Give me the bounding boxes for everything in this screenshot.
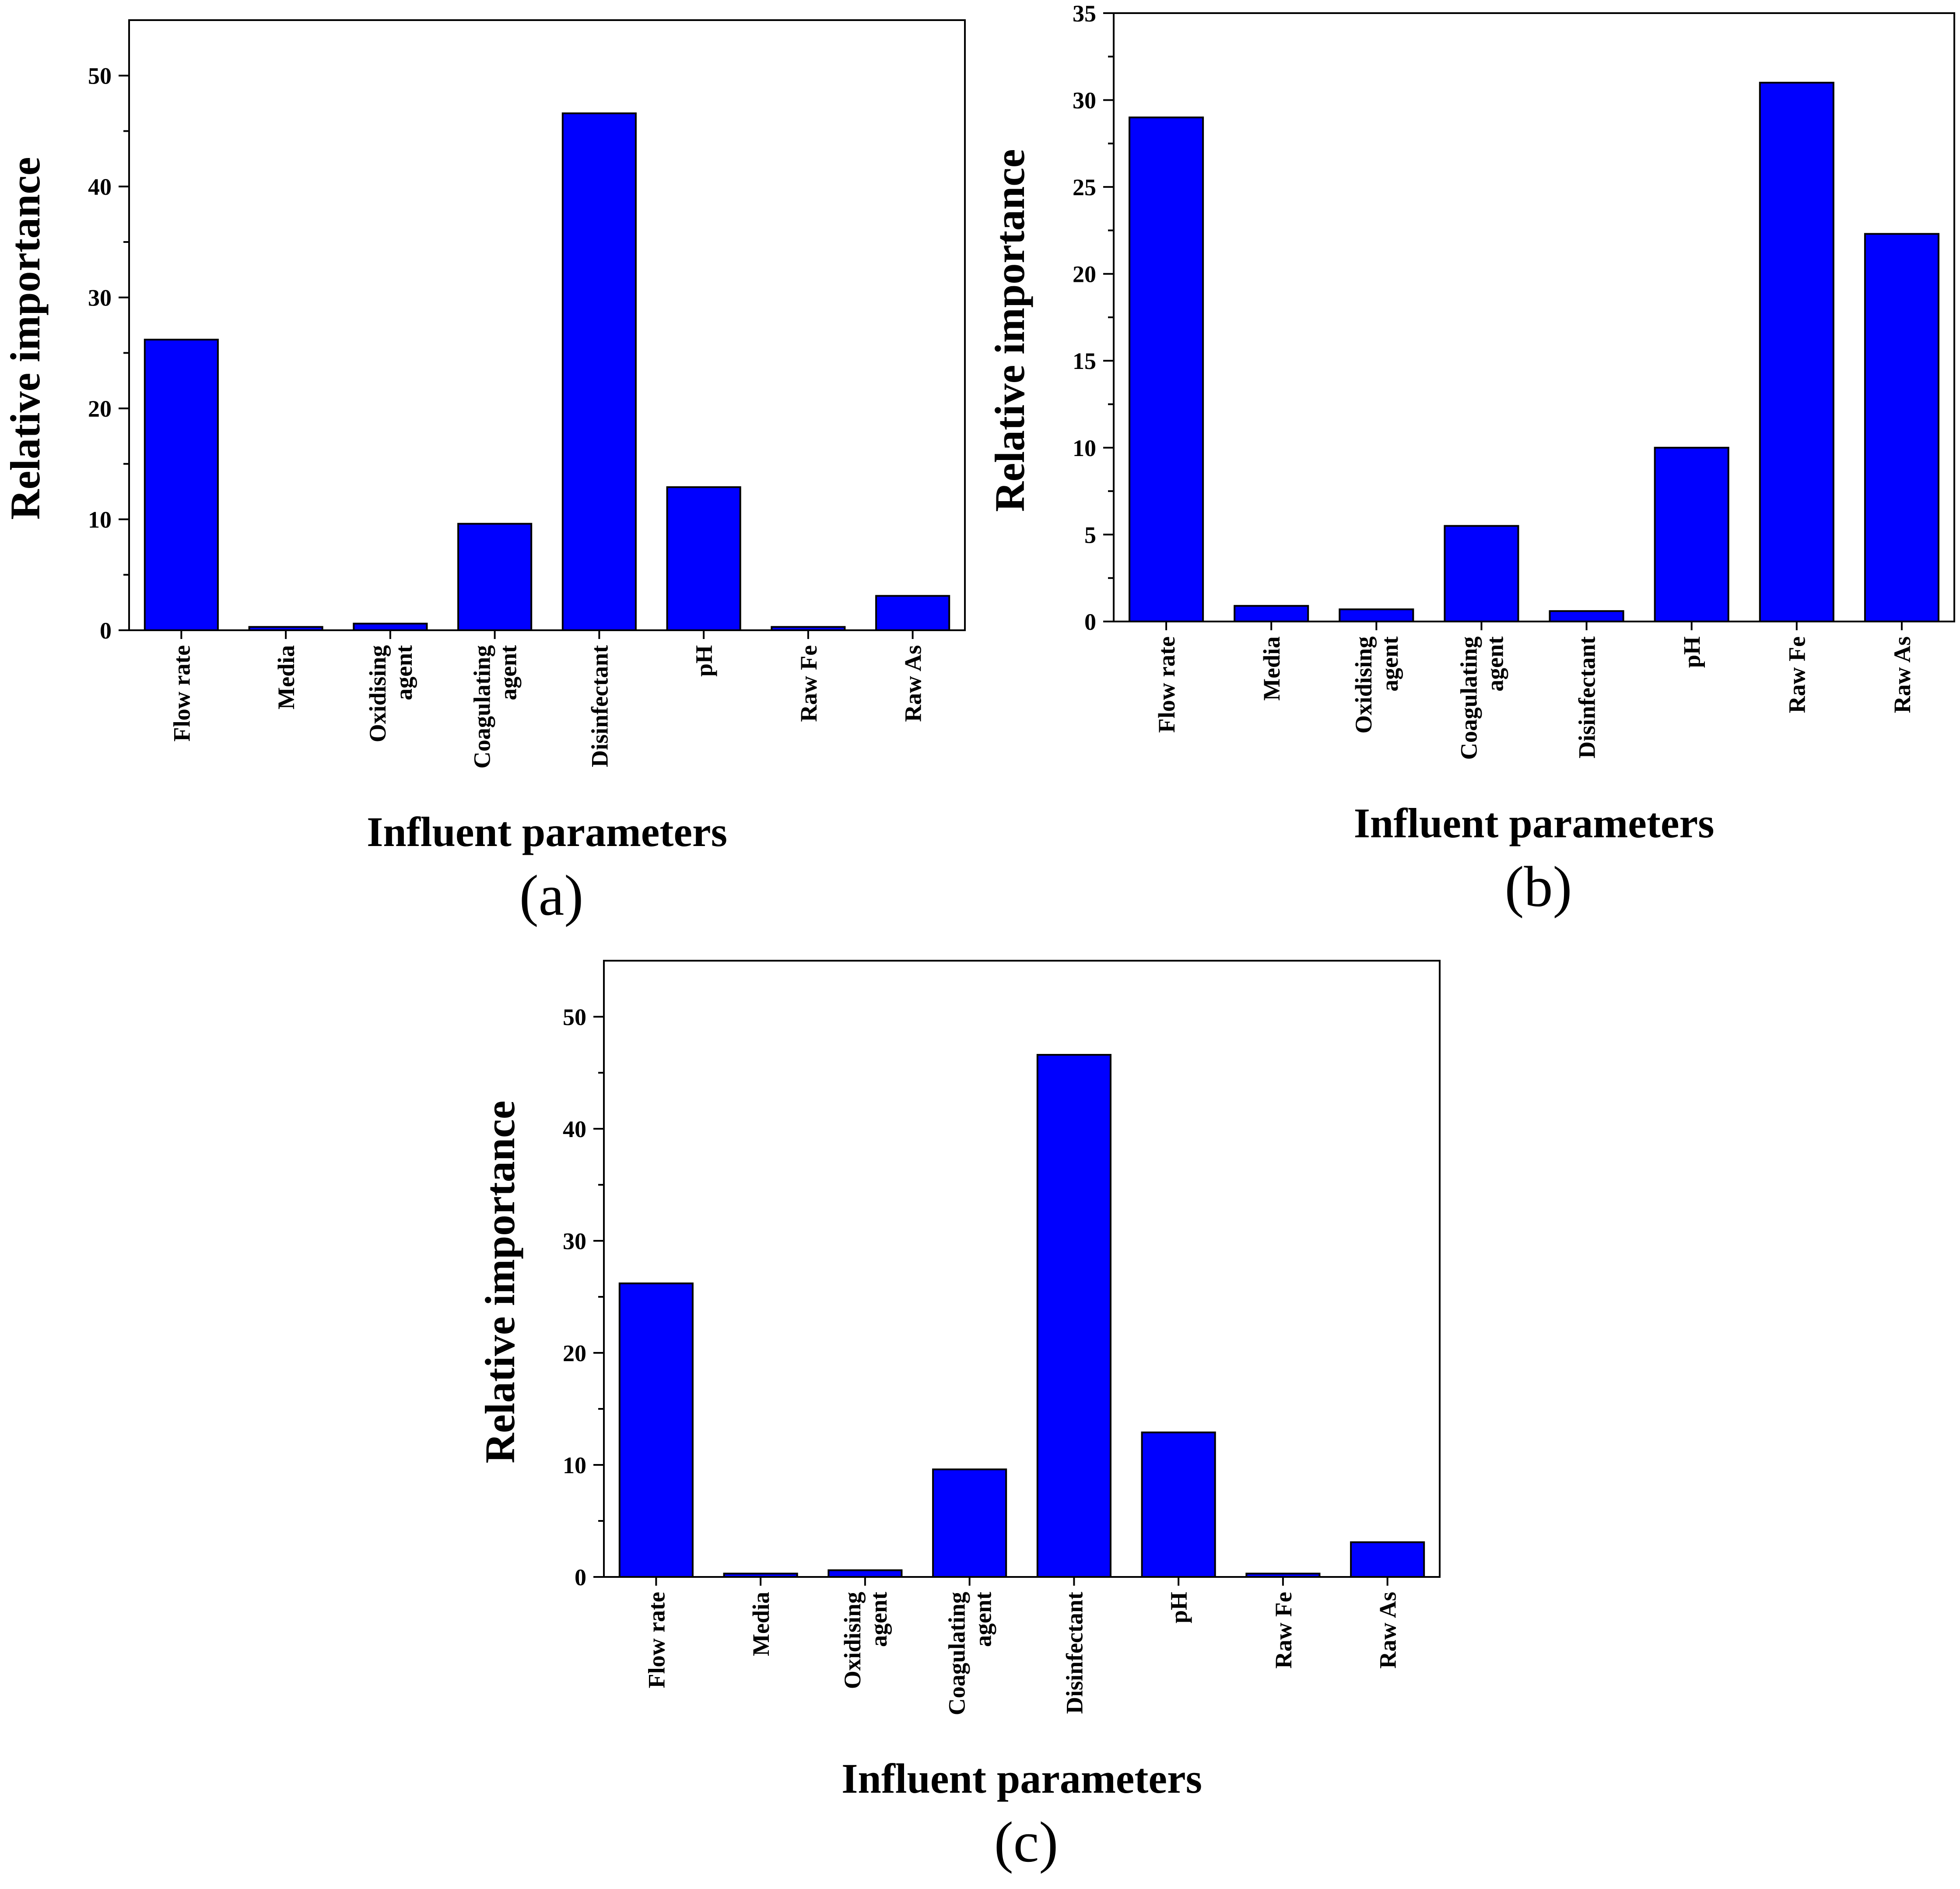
bar-ph <box>1141 1431 1216 1578</box>
y-tick-label: 10 <box>563 1452 586 1478</box>
x-tick-label: Coagulating <box>944 1592 970 1715</box>
y-tick-label: 20 <box>563 1340 586 1366</box>
bar-coagulating-agent <box>1444 525 1519 622</box>
panel-label: (b) <box>1505 854 1572 919</box>
bar-raw-as <box>1350 1541 1425 1578</box>
bar-disinfectant <box>1549 610 1624 622</box>
x-tick-label: agent <box>495 645 522 700</box>
x-tick-label: agent <box>1377 636 1403 692</box>
x-tick-label: agent <box>1482 636 1508 692</box>
bar-raw-fe <box>771 626 846 631</box>
x-tick-label: Oxidising <box>365 645 391 742</box>
x-tick-label: Disinfectant <box>586 645 613 767</box>
x-tick-label: pH <box>1679 636 1705 668</box>
y-tick-label: 30 <box>1073 87 1096 113</box>
bar-oxidising-agent <box>353 622 428 631</box>
panel-label: (c) <box>994 1810 1059 1874</box>
x-tick-label: Raw Fe <box>796 645 822 722</box>
y-tick-label: 35 <box>1073 0 1096 27</box>
y-tick-label: 0 <box>575 1564 586 1591</box>
x-tick-label: agent <box>866 1592 892 1647</box>
x-tick-label: Raw Fe <box>1270 1592 1297 1668</box>
panel-label: (a) <box>519 863 584 927</box>
x-tick-label: pH <box>691 645 717 677</box>
bar-ph <box>666 486 741 631</box>
y-tick-label: 50 <box>563 1004 586 1030</box>
x-tick-label: Coagulating <box>469 645 495 769</box>
x-tick-label: Raw As <box>1375 1592 1401 1669</box>
bar-flow-rate <box>618 1282 694 1578</box>
y-tick-label: 10 <box>1073 435 1096 461</box>
x-tick-label: Raw As <box>1889 636 1915 713</box>
x-tick-label: pH <box>1166 1592 1192 1623</box>
bar-media <box>248 626 323 631</box>
y-tick-label: 30 <box>88 285 112 311</box>
x-tick-label: Raw Fe <box>1784 636 1810 713</box>
y-tick-label: 40 <box>88 174 112 200</box>
y-axis-title: Relative importance <box>986 149 1033 512</box>
x-tick-label: Media <box>748 1592 774 1656</box>
plot-frame <box>128 19 966 631</box>
bar-raw-as <box>1864 233 1939 622</box>
x-tick-label: Disinfectant <box>1061 1592 1087 1714</box>
x-tick-label: Flow rate <box>643 1592 670 1688</box>
y-tick-label: 0 <box>100 618 112 644</box>
bar-media <box>723 1573 798 1578</box>
bar-disinfectant <box>561 112 637 631</box>
x-tick-label: Oxidising <box>839 1592 866 1689</box>
y-tick-label: 15 <box>1073 348 1096 374</box>
y-tick-label: 5 <box>1084 522 1096 548</box>
bar-flow-rate <box>144 338 219 631</box>
bar-raw-fe <box>1759 81 1834 622</box>
bar-raw-as <box>875 595 950 631</box>
x-tick-label: Disinfectant <box>1574 636 1600 758</box>
y-axis-title: Relative importance <box>2 157 49 520</box>
y-tick-label: 30 <box>563 1228 586 1254</box>
y-tick-label: 20 <box>88 396 112 422</box>
y-tick-label: 10 <box>88 506 112 533</box>
bar-flow-rate <box>1129 116 1204 622</box>
y-tick-label: 20 <box>1073 261 1096 288</box>
x-axis-title: Influent parameters <box>367 808 727 855</box>
y-tick-label: 50 <box>88 63 112 89</box>
bar-coagulating-agent <box>932 1468 1007 1578</box>
y-tick-label: 25 <box>1073 174 1096 200</box>
bar-ph <box>1654 446 1729 622</box>
x-tick-label: agent <box>391 645 417 700</box>
bar-oxidising-agent <box>827 1569 903 1578</box>
y-axis-title: Relative importance <box>477 1100 523 1463</box>
x-axis-title: Influent parameters <box>1354 800 1715 846</box>
x-tick-label: Media <box>273 645 299 709</box>
x-tick-label: Flow rate <box>168 645 195 741</box>
bar-oxidising-agent <box>1339 608 1414 622</box>
y-tick-label: 40 <box>563 1116 586 1142</box>
bar-raw-fe <box>1245 1573 1321 1578</box>
bar-disinfectant <box>1036 1054 1111 1578</box>
plot-frame <box>603 960 1441 1578</box>
x-tick-label: Coagulating <box>1455 636 1482 760</box>
bar-coagulating-agent <box>457 523 533 631</box>
bar-media <box>1234 605 1309 623</box>
y-tick-label: 0 <box>1084 609 1096 635</box>
x-tick-label: Oxidising <box>1350 636 1377 734</box>
x-tick-label: Flow rate <box>1154 636 1180 733</box>
x-tick-label: agent <box>970 1592 996 1647</box>
x-axis-title: Influent parameters <box>842 1755 1202 1802</box>
x-tick-label: Media <box>1259 636 1285 701</box>
x-tick-label: Raw As <box>900 645 926 722</box>
